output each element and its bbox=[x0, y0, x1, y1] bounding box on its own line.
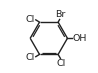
Text: Br: Br bbox=[55, 10, 65, 19]
Text: Cl: Cl bbox=[56, 59, 65, 68]
Text: Cl: Cl bbox=[26, 53, 35, 62]
Text: OH: OH bbox=[73, 34, 87, 43]
Text: Cl: Cl bbox=[26, 15, 35, 24]
